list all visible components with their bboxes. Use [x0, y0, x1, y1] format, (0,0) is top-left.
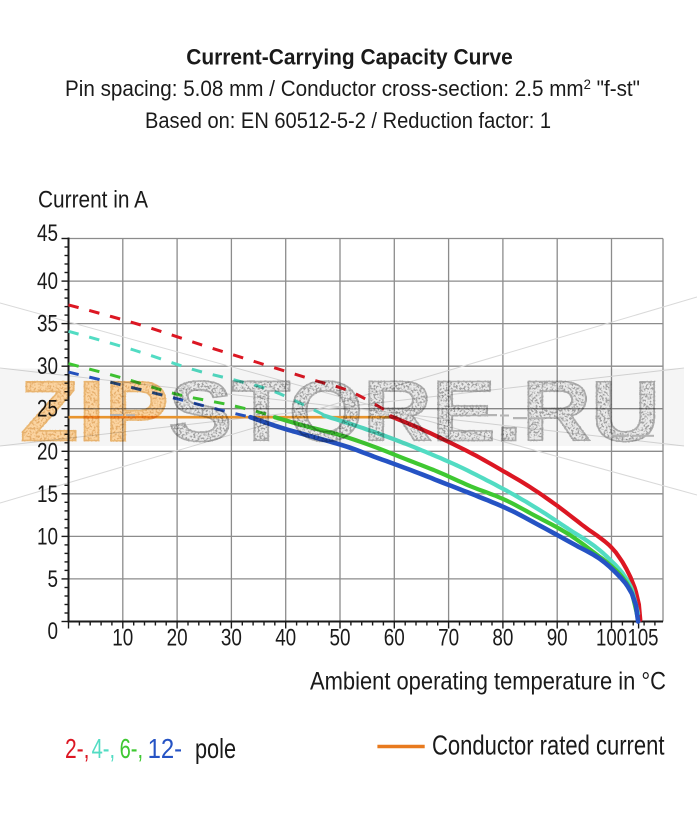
svg-text:100: 100 [596, 625, 627, 652]
svg-text:45: 45 [37, 220, 58, 247]
svg-text:0: 0 [48, 618, 59, 645]
svg-text:4-,: 4-, [92, 733, 116, 764]
svg-text:20: 20 [167, 625, 188, 652]
svg-text:12-: 12- [148, 733, 183, 764]
svg-text:15: 15 [37, 481, 58, 508]
svg-text:2-,: 2-, [65, 733, 90, 764]
svg-text:Based on: EN 60512-5-2 / Reduc: Based on: EN 60512-5-2 / Reduction facto… [145, 108, 551, 133]
svg-text:Conductor rated current: Conductor rated current [432, 730, 665, 761]
svg-text:Ambient operating temperature: Ambient operating temperature in °C [310, 668, 666, 696]
svg-text:Pin spacing: 5.08 mm / Conduct: Pin spacing: 5.08 mm / Conductor cross-s… [65, 76, 640, 101]
svg-text:10: 10 [112, 625, 133, 652]
svg-text:90: 90 [547, 625, 568, 652]
svg-text:40: 40 [37, 268, 58, 295]
svg-text:105: 105 [628, 625, 659, 652]
svg-text:60: 60 [384, 625, 405, 652]
svg-text:35: 35 [37, 311, 58, 338]
svg-text:Current in A: Current in A [38, 187, 148, 214]
svg-text:10: 10 [37, 523, 58, 550]
svg-text:Current-Carrying Capacity Curv: Current-Carrying Capacity Curve [186, 45, 513, 70]
svg-text:pole: pole [195, 733, 236, 764]
svg-text:70: 70 [438, 625, 459, 652]
svg-text:50: 50 [330, 625, 351, 652]
svg-text:80: 80 [492, 625, 513, 652]
svg-text:5: 5 [48, 566, 59, 593]
svg-text:40: 40 [275, 625, 296, 652]
svg-text:30: 30 [221, 625, 242, 652]
svg-text:6-,: 6-, [120, 733, 144, 764]
